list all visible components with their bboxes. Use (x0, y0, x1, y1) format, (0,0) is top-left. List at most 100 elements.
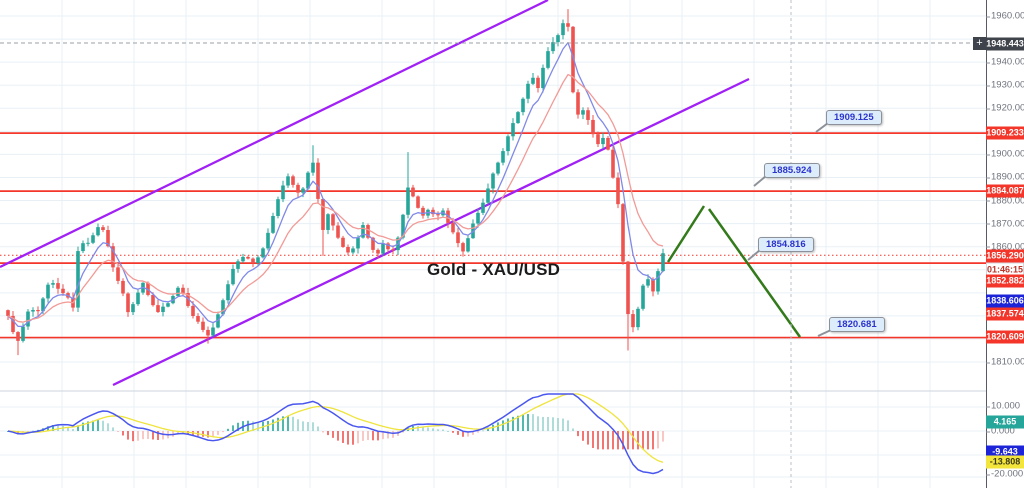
axis-tick-label: 1940.000 (986, 57, 1024, 68)
candle-bullish (541, 67, 545, 89)
axis-tick-label: 1870.000 (986, 218, 1024, 229)
macd-histogram-bar (517, 415, 519, 431)
macd-histogram-bar (247, 420, 249, 431)
macd-histogram-bar (217, 431, 219, 435)
macd-histogram-bar (537, 416, 539, 431)
candle-bullish (471, 223, 475, 239)
price-badge-yellow: -13.808 (986, 455, 1024, 469)
candle-bearish (536, 77, 540, 89)
macd-histogram-bar (147, 431, 149, 440)
axis-tick-label: 1920.000 (986, 103, 1024, 114)
macd-histogram-bar (327, 431, 329, 436)
macd-histogram-bar (402, 431, 404, 433)
macd-histogram-bar (447, 430, 449, 432)
macd-histogram-bar (522, 414, 524, 431)
candle-bullish (641, 285, 645, 309)
macd-histogram-bar (647, 431, 649, 450)
candle-bearish (431, 209, 435, 215)
candle-bullish (561, 23, 565, 36)
macd-histogram-bar (27, 431, 29, 432)
projection-line (707, 208, 802, 338)
candle-bullish (556, 35, 560, 43)
projection-line (666, 205, 706, 263)
candle-bearish (346, 246, 350, 253)
macd-histogram-bar (597, 431, 599, 450)
candle-bearish (596, 134, 600, 145)
price-callout-label[interactable]: 1909.125 (826, 110, 882, 125)
candle-bullish (276, 199, 280, 216)
macd-histogram-bar (387, 431, 389, 439)
candle-bullish (286, 176, 290, 186)
candle-bearish (611, 149, 615, 178)
macd-histogram-bar (117, 431, 119, 432)
candle-bullish (86, 242, 90, 244)
candle-bearish (186, 293, 190, 306)
callout-tail (815, 122, 829, 133)
macd-histogram-bar (642, 431, 644, 450)
candle-bearish (411, 187, 415, 197)
candle-bearish (461, 243, 465, 252)
macd-histogram-bar (162, 431, 164, 440)
candle-bearish (366, 225, 370, 238)
macd-histogram-bar (432, 428, 434, 431)
price-badge-red: 1837.574 (986, 307, 1024, 321)
candle-bullish (271, 215, 275, 233)
macd-histogram-bar (292, 416, 294, 431)
candle-bullish (81, 243, 85, 252)
macd-histogram-bar (312, 422, 314, 431)
candle-bearish (391, 249, 395, 251)
candle-bearish (651, 279, 655, 292)
macd-histogram-bar (467, 431, 469, 437)
candle-bearish (126, 293, 130, 313)
callout-tail (753, 175, 767, 187)
candle-bullish (221, 300, 225, 315)
candle-bearish (156, 305, 160, 312)
macd-histogram-bar (612, 431, 614, 450)
macd-histogram-bar (547, 416, 549, 431)
candle-bearish (191, 305, 195, 317)
macd-histogram-bar (587, 431, 589, 445)
macd-histogram-bar (562, 418, 564, 431)
candle-bearish (336, 225, 340, 238)
macd-histogram-bar (207, 431, 209, 438)
candle-bullish (581, 110, 585, 115)
candle-bullish (31, 310, 35, 312)
candle-bullish (491, 173, 495, 189)
price-callout-label[interactable]: 1854.816 (758, 237, 814, 252)
candle-bullish (531, 77, 535, 84)
macd-histogram-bar (72, 429, 74, 431)
macd-histogram-bar (607, 431, 609, 450)
macd-histogram-bar (97, 420, 99, 431)
macd-histogram-bar (57, 425, 59, 431)
candle-bearish (101, 227, 105, 231)
macd-histogram-bar (102, 420, 104, 431)
macd-histogram-bar (417, 426, 419, 431)
macd-histogram-bar (337, 431, 339, 441)
price-axis[interactable] (986, 0, 1024, 488)
macd-histogram-bar (107, 423, 109, 431)
price-chart[interactable] (0, 0, 986, 488)
macd-histogram-bar (132, 431, 134, 442)
candle-bearish (626, 261, 630, 315)
macd-histogram-bar (67, 427, 69, 431)
price-callout-label[interactable]: 1885.924 (764, 163, 820, 178)
macd-histogram-bar (502, 420, 504, 431)
macd-histogram-bar (497, 422, 499, 431)
candle-bullish (636, 308, 640, 328)
candle-bearish (421, 207, 425, 216)
candle-bearish (616, 177, 620, 205)
macd-histogram-bar (657, 431, 659, 449)
macd-histogram-bar (32, 430, 34, 432)
macd-histogram-bar (592, 431, 594, 448)
macd-histogram-bar (437, 429, 439, 431)
candle-bullish (266, 232, 270, 249)
macd-histogram-bar (212, 431, 214, 437)
macd-histogram-bar (92, 420, 94, 431)
macd-histogram-bar (177, 431, 179, 435)
candle-bullish (231, 268, 235, 285)
macd-histogram-bar (237, 422, 239, 431)
price-callout-label[interactable]: 1820.681 (829, 317, 885, 332)
macd-histogram-bar (392, 431, 394, 438)
candle-bearish (196, 316, 200, 322)
macd-histogram-bar (277, 417, 279, 431)
